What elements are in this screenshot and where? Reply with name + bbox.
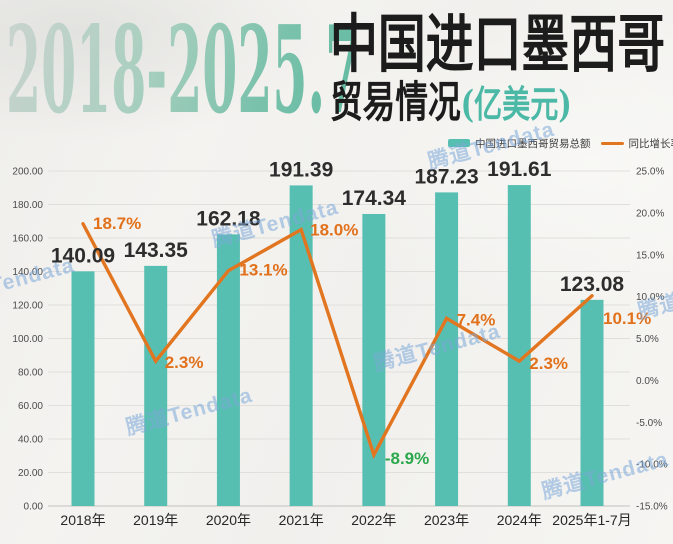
right-axis-tick: -10.0%: [636, 460, 668, 471]
trade-bar: [435, 192, 459, 506]
bar-value-label: 140.09: [51, 244, 115, 267]
line-series-swatch-icon: [600, 141, 624, 145]
left-axis-tick: 200.00: [12, 167, 43, 178]
bar-value-label: 123.08: [560, 273, 625, 296]
growth-point-label: -8.9%: [385, 449, 429, 468]
trade-bar: [144, 265, 168, 506]
trade-bar: [580, 299, 604, 506]
right-axis-tick: 0.0%: [636, 376, 659, 387]
title-main: 中国进口墨西哥: [330, 7, 666, 81]
x-axis-label: 2022年: [351, 512, 396, 528]
right-axis-tick: 25.0%: [636, 167, 664, 178]
left-axis-tick: 0.00: [24, 502, 44, 513]
bar-series-swatch-icon: [448, 139, 470, 147]
trade-bar: [71, 271, 95, 506]
bar-value-label: 143.35: [124, 239, 189, 262]
left-axis-tick: 100.00: [12, 334, 43, 345]
x-axis-label: 2020年: [206, 512, 251, 528]
left-axis-tick: 180.00: [12, 200, 43, 211]
bar-value-label: 162.18: [196, 207, 261, 230]
x-axis-label: 2023年: [424, 512, 469, 528]
x-axis-label: 2019年: [133, 512, 178, 528]
bar-value-label: 191.61: [487, 158, 552, 181]
title-unit-label: (亿美元): [460, 82, 572, 126]
right-axis-tick: -5.0%: [636, 418, 662, 429]
left-axis-tick: 60.00: [18, 401, 43, 412]
right-axis-tick: 10.0%: [636, 292, 664, 303]
legend-item-trade-total: 中国进口墨西哥贸易总额: [448, 136, 591, 151]
growth-point-label: 2.3%: [529, 354, 568, 373]
bar-value-label: 191.39: [269, 158, 333, 181]
growth-point-label: 2.3%: [165, 353, 204, 372]
x-axis-label: 2018年: [60, 512, 105, 528]
growth-point-label: 18.0%: [310, 221, 358, 240]
left-axis-tick: 160.00: [12, 234, 43, 245]
x-axis-label: 2024年: [497, 512, 542, 528]
chart-legend: 中国进口墨西哥贸易总额 同比增长率: [448, 135, 673, 151]
title-subline: 贸易情况(亿美元): [330, 82, 572, 125]
growth-point-label: 10.1%: [603, 309, 651, 328]
right-axis-tick: -15.0%: [636, 502, 668, 513]
title-year-range: 2018-2025.7: [6, 0, 361, 141]
title-sub: 贸易情况: [330, 78, 461, 128]
trade-bar: [216, 234, 240, 506]
growth-point-label: 7.4%: [457, 310, 496, 329]
trade-bar: [289, 185, 313, 506]
growth-point-label: 18.7%: [93, 214, 141, 233]
right-axis-tick: 20.0%: [636, 208, 664, 219]
legend-line-label: 同比增长率: [628, 137, 673, 150]
legend-item-growth-rate: 同比增长率: [600, 136, 673, 151]
left-axis-tick: 120.00: [12, 301, 43, 312]
legend-bar-label: 中国进口墨西哥贸易总额: [475, 137, 591, 150]
left-axis-tick: 20.00: [18, 468, 43, 479]
x-axis-label: 2025年1-7月: [552, 512, 631, 528]
right-axis-tick: 15.0%: [636, 250, 664, 261]
trade-bar: [362, 213, 386, 506]
trade-bar: [507, 185, 531, 506]
x-axis-label: 2021年: [279, 512, 324, 528]
left-axis-tick: 80.00: [18, 368, 43, 379]
right-axis-tick: 5.0%: [636, 334, 659, 345]
bar-value-label: 187.23: [414, 165, 478, 188]
growth-point-label: 13.1%: [239, 261, 287, 280]
left-axis-tick: 40.00: [18, 435, 43, 446]
bar-value-label: 174.34: [342, 187, 407, 210]
left-axis-tick: 140.00: [12, 267, 43, 278]
growth-line: [81, 222, 594, 460]
